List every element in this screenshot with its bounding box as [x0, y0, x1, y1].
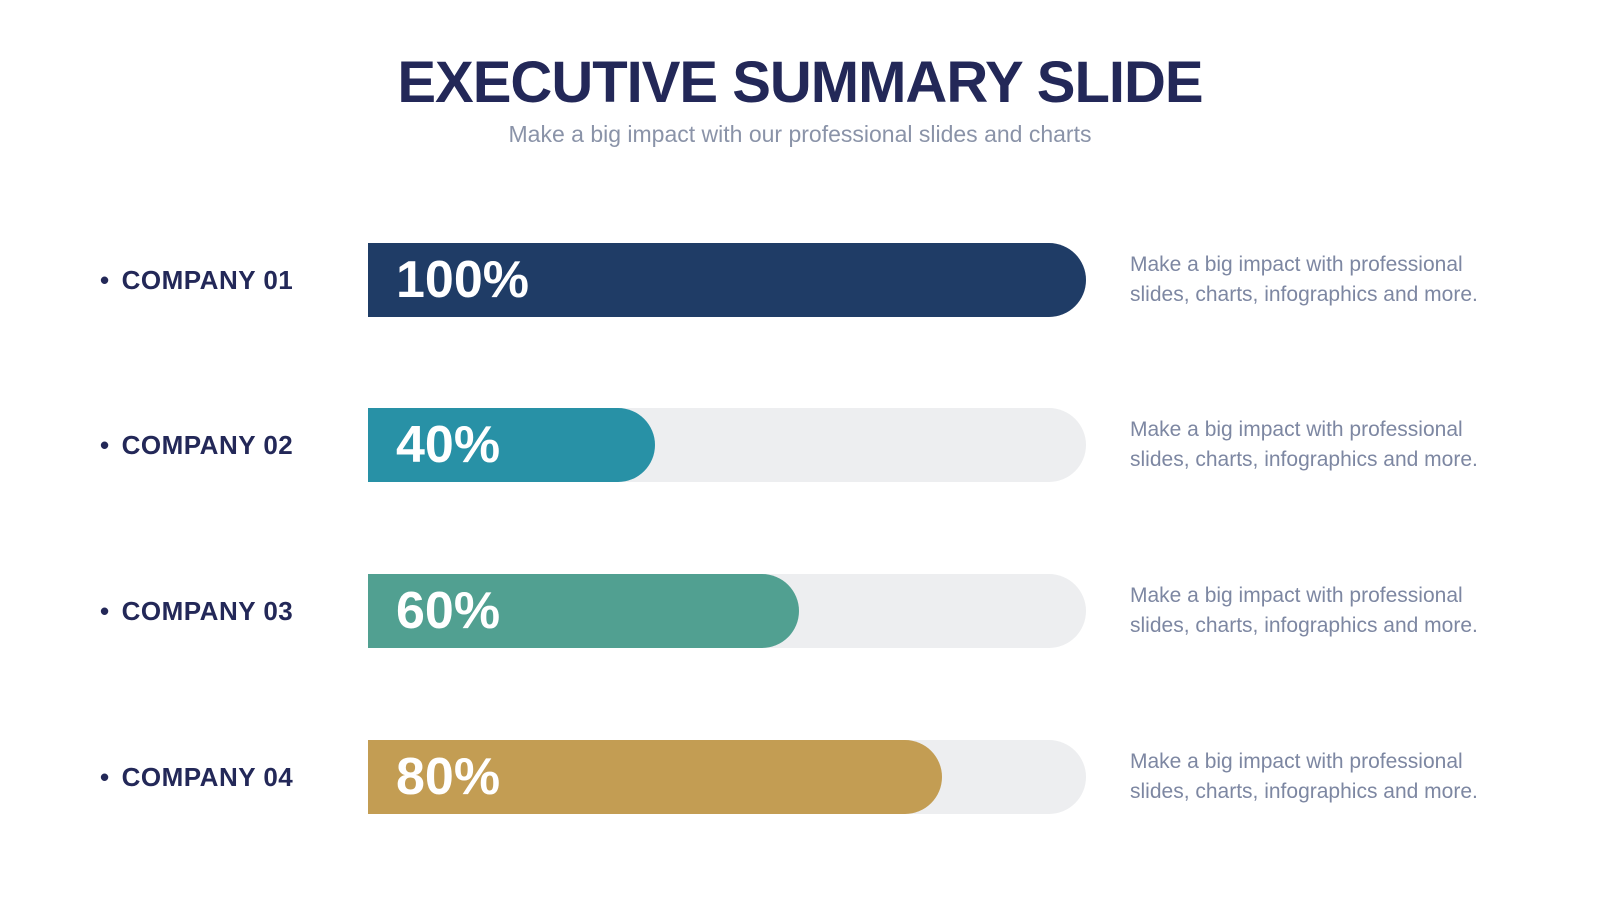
- bar-value-label: 100%: [396, 251, 529, 309]
- bar-track: 60%: [368, 574, 1086, 648]
- slide-header: EXECUTIVE SUMMARY SLIDE Make a big impac…: [0, 52, 1600, 148]
- page-subtitle: Make a big impact with our professional …: [508, 121, 1092, 147]
- company-label-row: • COMPANY 04: [100, 740, 293, 814]
- bar-fill: 80%: [368, 740, 943, 814]
- chart-row: • COMPANY 03 60% Make a big impact with …: [0, 574, 1600, 648]
- bullet-icon: •: [100, 595, 110, 626]
- company-label: COMPANY 02: [121, 429, 294, 460]
- company-label: COMPANY 03: [121, 595, 294, 626]
- bullet-icon: •: [100, 264, 110, 295]
- company-label-row: • COMPANY 01: [100, 243, 293, 317]
- bar-fill: 60%: [368, 574, 799, 648]
- bar-fill: 100%: [368, 243, 1086, 317]
- bar-value-label: 60%: [396, 582, 501, 640]
- company-label-row: • COMPANY 03: [100, 574, 293, 648]
- row-description: Make a big impact with professional slid…: [1130, 253, 1478, 306]
- bar-track: 80%: [368, 740, 1086, 814]
- chart-row: • COMPANY 02 40% Make a big impact with …: [0, 408, 1600, 482]
- bar-fill: 40%: [368, 408, 656, 482]
- bar-value-label: 40%: [396, 416, 501, 474]
- company-label: COMPANY 01: [121, 264, 294, 295]
- chart-row: • COMPANY 04 80% Make a big impact with …: [0, 740, 1600, 814]
- row-description: Make a big impact with professional slid…: [1130, 418, 1478, 471]
- bar-track: 40%: [368, 408, 1086, 482]
- bar-track: 100%: [368, 243, 1086, 317]
- bullet-icon: •: [100, 429, 110, 460]
- bullet-icon: •: [100, 761, 110, 792]
- company-label-row: • COMPANY 02: [100, 408, 293, 482]
- page-title: EXECUTIVE SUMMARY SLIDE: [397, 50, 1203, 115]
- row-description: Make a big impact with professional slid…: [1130, 750, 1478, 803]
- bar-value-label: 80%: [396, 748, 501, 806]
- company-label: COMPANY 04: [121, 761, 294, 792]
- row-description: Make a big impact with professional slid…: [1130, 584, 1478, 637]
- chart-row: • COMPANY 01 100% Make a big impact with…: [0, 243, 1600, 317]
